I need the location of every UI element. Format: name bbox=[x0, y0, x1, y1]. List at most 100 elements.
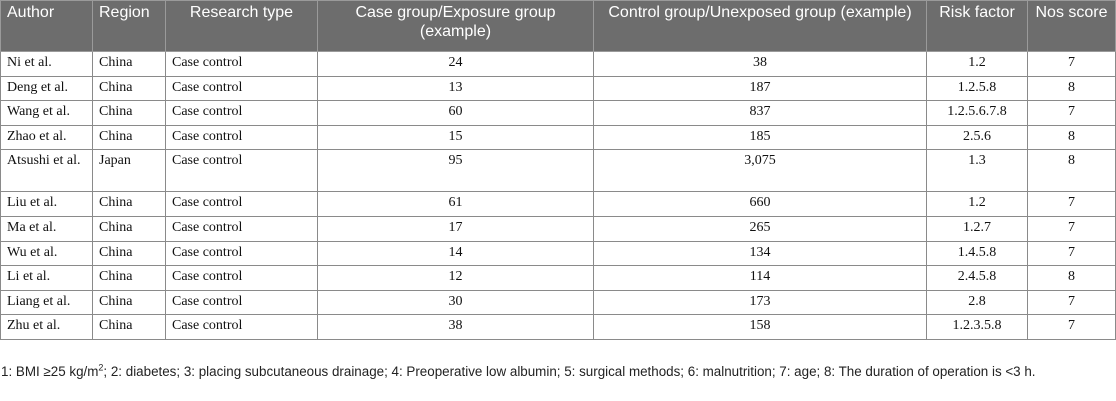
table-row: Zhu et al. China Case control 38 158 1.2.3.5.… bbox=[0, 314, 1116, 340]
cell-risk-factor: 1.2.5.6.7.8 bbox=[926, 100, 1028, 126]
cell-control-count: 265 bbox=[593, 215, 927, 242]
cell-case-count: 15 bbox=[317, 124, 594, 151]
cell-case-count: 12 bbox=[317, 265, 594, 291]
cell-risk-factor: 1.2.7 bbox=[926, 215, 1028, 242]
cell-case-count: 61 bbox=[317, 191, 594, 217]
cell-control-count: 185 bbox=[593, 124, 927, 151]
cell-risk-factor: 2.5.6 bbox=[926, 124, 1028, 151]
cell-risk-factor: 1.2 bbox=[926, 51, 1028, 77]
table-row: Atsushi et al. Japan Case control 95 3,075 1.… bbox=[0, 149, 1116, 193]
cell-region: China bbox=[92, 240, 166, 267]
header-control-group: Control group/Unexposed group (example) bbox=[593, 0, 927, 52]
cell-case-count: 13 bbox=[317, 75, 594, 102]
cell-case-count: 24 bbox=[317, 51, 594, 77]
cell-region: China bbox=[92, 215, 166, 242]
header-region: Region bbox=[92, 0, 166, 52]
cell-author: Liang et al. bbox=[0, 289, 93, 316]
cell-region: China bbox=[92, 314, 166, 340]
table-row: Zhao et al. China Case control 15 185 2.5.6 8 bbox=[0, 124, 1116, 151]
header-row: Author Region Research type Case group/E… bbox=[0, 0, 1116, 52]
cell-control-count: 3,075 bbox=[593, 149, 927, 193]
cell-risk-factor: 1.2.3.5.8 bbox=[926, 314, 1028, 340]
cell-case-count: 17 bbox=[317, 215, 594, 242]
cell-research-type: Case control bbox=[165, 149, 318, 193]
cell-region: China bbox=[92, 75, 166, 102]
cell-research-type: Case control bbox=[165, 289, 318, 316]
cell-research-type: Case control bbox=[165, 191, 318, 217]
table-row: Deng et al. China Case control 13 187 1.2.5.8… bbox=[0, 75, 1116, 102]
cell-nos-score: 7 bbox=[1027, 191, 1116, 217]
cell-region: China bbox=[92, 265, 166, 291]
cell-region: Japan bbox=[92, 149, 166, 193]
cell-case-count: 14 bbox=[317, 240, 594, 267]
cell-control-count: 158 bbox=[593, 314, 927, 340]
cell-region: China bbox=[92, 100, 166, 126]
cell-control-count: 837 bbox=[593, 100, 927, 126]
cell-author: Deng et al. bbox=[0, 75, 93, 102]
cell-risk-factor: 1.2.5.8 bbox=[926, 75, 1028, 102]
cell-research-type: Case control bbox=[165, 51, 318, 77]
header-nos-score: Nos score bbox=[1027, 0, 1116, 52]
header-author: Author bbox=[0, 0, 93, 52]
cell-nos-score: 7 bbox=[1027, 215, 1116, 242]
cell-nos-score: 8 bbox=[1027, 149, 1116, 193]
cell-nos-score: 8 bbox=[1027, 75, 1116, 102]
cell-nos-score: 8 bbox=[1027, 265, 1116, 291]
cell-risk-factor: 1.4.5.8 bbox=[926, 240, 1028, 267]
footnote-text-1: 1: BMI ≥25 kg/m bbox=[1, 364, 99, 379]
cell-region: China bbox=[92, 191, 166, 217]
cell-risk-factor: 2.8 bbox=[926, 289, 1028, 316]
cell-nos-score: 7 bbox=[1027, 240, 1116, 267]
cell-research-type: Case control bbox=[165, 240, 318, 267]
study-characteristics-table: Author Region Research type Case group/E… bbox=[0, 0, 1116, 340]
cell-region: China bbox=[92, 289, 166, 316]
table-row: Liang et al. China Case control 30 173 2.8 7 bbox=[0, 289, 1116, 316]
cell-nos-score: 7 bbox=[1027, 289, 1116, 316]
cell-research-type: Case control bbox=[165, 314, 318, 340]
cell-region: China bbox=[92, 51, 166, 77]
cell-research-type: Case control bbox=[165, 100, 318, 126]
cell-author: Wang et al. bbox=[0, 100, 93, 126]
cell-nos-score: 7 bbox=[1027, 51, 1116, 77]
cell-risk-factor: 1.2 bbox=[926, 191, 1028, 217]
cell-research-type: Case control bbox=[165, 215, 318, 242]
table-row: Wang et al. China Case control 60 837 1.2.5.6… bbox=[0, 100, 1116, 126]
cell-nos-score: 7 bbox=[1027, 314, 1116, 340]
table-row: Liu et al. China Case control 61 660 1.2 7 bbox=[0, 191, 1116, 217]
cell-research-type: Case control bbox=[165, 75, 318, 102]
cell-author: Li et al. bbox=[0, 265, 93, 291]
cell-author: Wu et al. bbox=[0, 240, 93, 267]
cell-author: Zhu et al. bbox=[0, 314, 93, 340]
header-case-group: Case group/Exposure group (example) bbox=[317, 0, 594, 52]
cell-author: Atsushi et al. bbox=[0, 149, 93, 193]
footnote-superscript: 2 bbox=[98, 362, 104, 373]
footnote-text-2: ; 2: diabetes; 3: placing subcutaneous d… bbox=[103, 364, 1036, 379]
cell-case-count: 95 bbox=[317, 149, 594, 193]
table-row: Ni et al. China Case control 24 38 1.2 7 bbox=[0, 51, 1116, 77]
cell-author: Zhao et al. bbox=[0, 124, 93, 151]
cell-control-count: 173 bbox=[593, 289, 927, 316]
table-row: Ma et al. China Case control 17 265 1.2.7 7 bbox=[0, 215, 1116, 242]
cell-control-count: 134 bbox=[593, 240, 927, 267]
cell-region: China bbox=[92, 124, 166, 151]
cell-case-count: 38 bbox=[317, 314, 594, 340]
cell-risk-factor: 2.4.5.8 bbox=[926, 265, 1028, 291]
cell-control-count: 38 bbox=[593, 51, 927, 77]
cell-risk-factor: 1.3 bbox=[926, 149, 1028, 193]
cell-author: Ma et al. bbox=[0, 215, 93, 242]
cell-control-count: 187 bbox=[593, 75, 927, 102]
cell-research-type: Case control bbox=[165, 124, 318, 151]
cell-nos-score: 8 bbox=[1027, 124, 1116, 151]
table-container: Author Region Research type Case group/E… bbox=[0, 0, 1116, 340]
header-risk-factor: Risk factor bbox=[926, 0, 1028, 52]
table-body: Ni et al. China Case control 24 38 1.2 7 Deng e… bbox=[0, 51, 1116, 340]
table-row: Li et al. China Case control 12 114 2.4.5.8 8 bbox=[0, 265, 1116, 291]
cell-author: Ni et al. bbox=[0, 51, 93, 77]
header-research-type: Research type bbox=[165, 0, 318, 52]
cell-control-count: 660 bbox=[593, 191, 927, 217]
cell-case-count: 30 bbox=[317, 289, 594, 316]
cell-author: Liu et al. bbox=[0, 191, 93, 217]
table-row: Wu et al. China Case control 14 134 1.4.5.8 7 bbox=[0, 240, 1116, 267]
cell-case-count: 60 bbox=[317, 100, 594, 126]
footnote: 1: BMI ≥25 kg/m2; 2: diabetes; 3: placin… bbox=[1, 362, 1113, 381]
